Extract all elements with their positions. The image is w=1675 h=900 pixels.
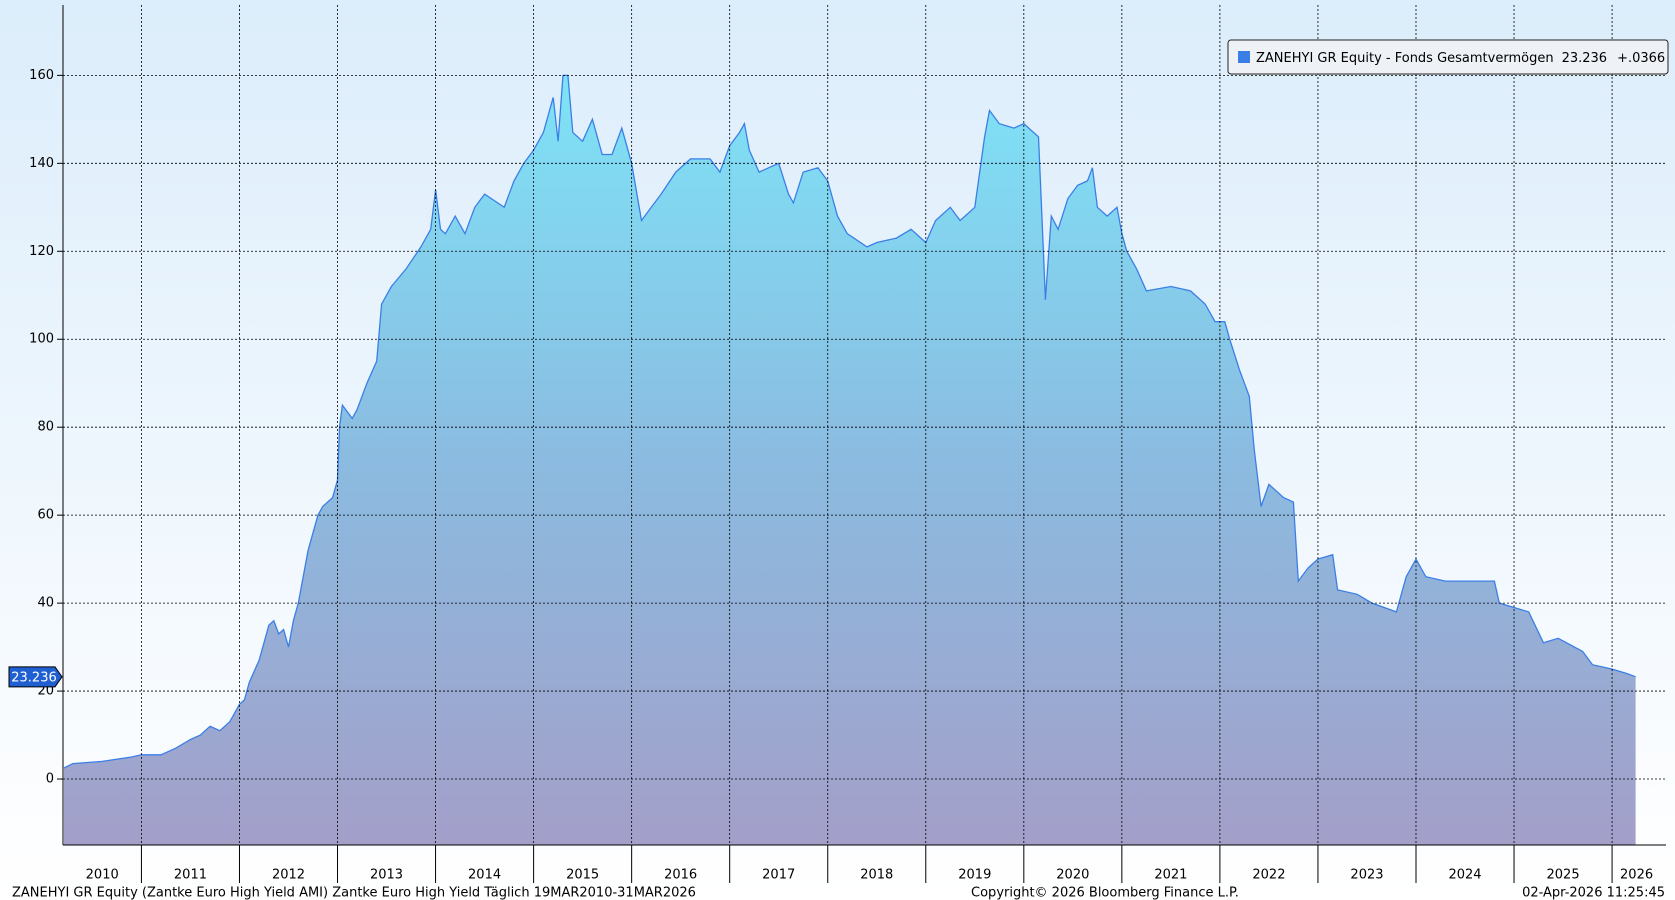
x-tick-label: 2019	[958, 868, 991, 883]
area-fill	[64, 75, 1636, 845]
x-tick-label: 2011	[174, 868, 207, 883]
y-tick-label: 140	[29, 156, 54, 171]
area-line	[63, 74, 1636, 769]
y-tick-label: 60	[37, 508, 54, 523]
y-tick-label: 100	[29, 332, 54, 347]
y-tick-label: 160	[29, 68, 54, 83]
x-tick-label: 2013	[370, 868, 403, 883]
footer-center: Copyright© 2026 Bloomberg Finance L.P.	[971, 886, 1239, 900]
legend-swatch	[1238, 51, 1250, 63]
y-tick-label: 0	[46, 772, 54, 787]
legend-change: +.0366	[1617, 51, 1665, 66]
legend-text: ZANEHYI GR Equity - Fonds Gesamtvermögen…	[1256, 51, 1665, 66]
x-tick-label: 2022	[1252, 868, 1285, 883]
x-tick-label: 2025	[1547, 868, 1580, 883]
x-tick-label: 2023	[1350, 868, 1383, 883]
legend: ZANEHYI GR Equity - Fonds Gesamtvermögen…	[1227, 39, 1669, 75]
x-tick-label: 2015	[566, 868, 599, 883]
last-value-label: 23.236	[11, 670, 57, 685]
legend-box	[1227, 39, 1669, 75]
x-tick-label: 2026	[1620, 868, 1653, 883]
x-tick-label: 2018	[860, 868, 893, 883]
y-tick-label: 120	[29, 244, 54, 259]
x-tick-label: 2017	[762, 868, 795, 883]
x-tick-label: 2021	[1154, 868, 1187, 883]
last-value-tag	[8, 666, 63, 688]
x-tick-label: 2010	[86, 868, 119, 883]
footer-right: 02-Apr-2026 11:25:45	[1522, 886, 1665, 900]
x-tick-label: 2012	[272, 868, 305, 883]
legend-series-name: ZANEHYI GR Equity - Fonds Gesamtvermögen	[1256, 51, 1554, 66]
y-tick-label: 40	[37, 596, 54, 611]
y-tick-label: 80	[37, 420, 54, 435]
x-tick-label: 2024	[1448, 868, 1481, 883]
x-tick-label: 2020	[1056, 868, 1089, 883]
footer-left: ZANEHYI GR Equity (Zantke Euro High Yiel…	[12, 886, 696, 900]
x-tick-label: 2016	[664, 868, 697, 883]
x-tick-label: 2014	[468, 868, 501, 883]
legend-last-value: 23.236	[1562, 51, 1608, 66]
